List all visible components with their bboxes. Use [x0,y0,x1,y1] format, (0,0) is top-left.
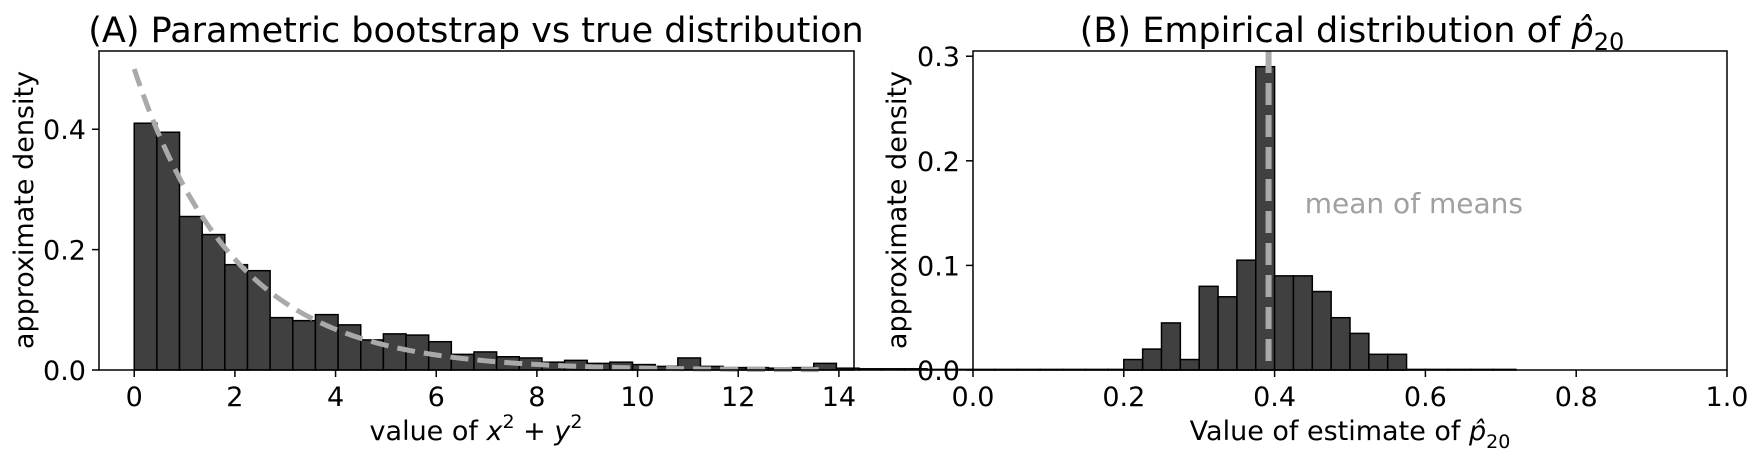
histogram-bar [1349,332,1370,371]
x-tick-label: 14 [822,382,856,413]
histogram-bar [269,316,294,371]
panel-b-title: (B) Empirical distribution of p̂20 [1080,11,1624,56]
histogram-bar [133,122,158,371]
histogram-bar [1273,275,1295,371]
y-tick-label: 0.2 [917,147,960,178]
x-tick-label: 0 [126,382,143,413]
panel-a-title: (A) Parametric bootstrap vs true distrib… [88,11,863,51]
histogram-bar [156,131,181,371]
histogram-bar [1236,259,1257,371]
histogram-bar [1123,358,1144,371]
x-tick-label: 12 [721,382,755,413]
panel-b-x-ticks: 0.0 0.2 0.4 0.6 0.8 1.0 [952,370,1749,413]
histogram-bar [1386,353,1408,371]
histogram-bar [1255,65,1276,371]
panel-b-x-label: Value of estimate of p̂20 [1190,416,1511,453]
histogram-bar [382,333,407,371]
panel-b: (B) Empirical distribution of p̂20 mean … [882,11,1748,453]
panel-b-y-ticks: 0.0 0.1 0.2 0.3 [917,42,973,387]
x-tick-label: 8 [528,382,545,413]
y-tick-label: 0.0 [917,356,960,387]
histogram-bar [1217,296,1238,371]
panel-a-x-label: value of x2 + y2 [370,411,583,447]
y-tick-label: 0.2 [43,236,86,267]
panel-a: (A) Parametric bootstrap vs true distrib… [9,11,1517,447]
histogram-bar [1368,353,1389,371]
histogram-bar [1330,316,1351,371]
x-tick-label: 2 [226,382,243,413]
panel-a-y-ticks: 0.0 0.2 0.4 [43,115,99,387]
panel-a-bars [133,122,1517,371]
y-tick-label: 0.4 [43,115,86,146]
x-tick-label: 10 [620,382,654,413]
x-tick-label: 0.4 [1253,382,1296,413]
x-tick-label: 1.0 [1706,382,1749,413]
histogram-bar [1160,322,1182,371]
x-tick-label: 0.2 [1102,382,1145,413]
histogram-bar [1198,285,1219,371]
x-tick-label: 0.8 [1555,382,1598,413]
histogram-bar [201,233,226,371]
histogram-bar [858,368,883,371]
histogram-bar [224,263,249,371]
x-tick-label: 4 [327,382,344,413]
panel-b-mean-annotation: mean of means [1305,187,1523,220]
histogram-bar [337,324,362,371]
y-tick-label: 0.0 [43,356,86,387]
x-tick-label: 0.0 [952,382,995,413]
panel-a-x-ticks: 0 2 4 6 8 10 12 14 [126,370,856,413]
y-tick-label: 0.1 [917,251,960,282]
histogram-bar [1179,358,1200,371]
x-tick-label: 6 [428,382,445,413]
histogram-bar [1141,348,1163,371]
panel-a-axes-frame [98,50,855,371]
panel-a-y-label: approximate density [9,71,40,349]
histogram-bar [178,215,203,371]
panel-a-true-density-curve [131,68,819,373]
histogram-bar [1292,275,1314,371]
histogram-bar [292,319,317,371]
histogram-bar [1311,290,1332,371]
y-tick-label: 0.3 [917,42,960,73]
histogram-bar [880,368,906,371]
x-tick-label: 0.6 [1404,382,1447,413]
panel-b-axes-frame [972,50,1728,371]
panel-b-y-label: approximate density [882,71,913,349]
